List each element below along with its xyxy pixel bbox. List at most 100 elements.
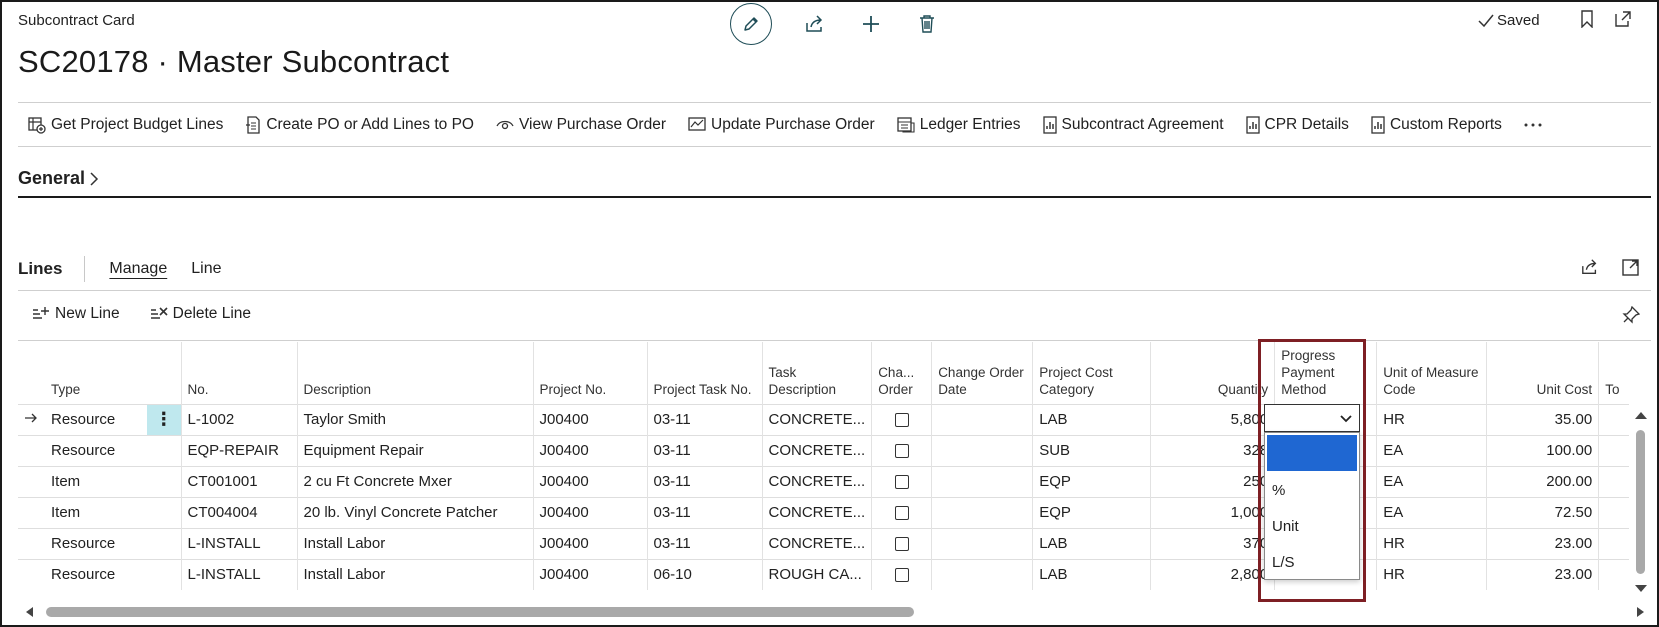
col-change-order[interactable]: Cha... Order: [871, 342, 932, 404]
table-row[interactable]: Resource L-INSTALL Install Labor J00400 06-1…: [18, 558, 1629, 590]
cell-quantity[interactable]: 2,800: [1150, 558, 1275, 590]
cell-no[interactable]: CT001001: [180, 465, 297, 497]
cell-description[interactable]: Equipment Repair: [296, 434, 533, 466]
scroll-up-arrow-icon[interactable]: [1634, 410, 1648, 420]
cell-unit-cost[interactable]: 35.00: [1486, 403, 1599, 435]
cell-project-task-no[interactable]: 03-11: [646, 403, 762, 435]
row-menu-button[interactable]: [147, 527, 181, 559]
action-ledger-entries[interactable]: Ledger Entries: [897, 116, 1021, 134]
progress-payment-method-select[interactable]: [1264, 404, 1360, 432]
horizontal-scrollbar-thumb[interactable]: [46, 607, 914, 617]
row-menu-button[interactable]: [147, 496, 181, 528]
cell-task-description[interactable]: CONCRETE...: [761, 496, 872, 528]
cell-project-cost-category[interactable]: EQP: [1032, 496, 1151, 528]
col-no[interactable]: No.: [180, 342, 297, 404]
cell-unit-of-measure-code[interactable]: EA: [1376, 465, 1487, 497]
action-get-project-budget-lines[interactable]: Get Project Budget Lines: [28, 116, 223, 134]
cell-project-cost-category[interactable]: LAB: [1032, 527, 1151, 559]
change-order-checkbox[interactable]: [894, 568, 909, 583]
col-project-task-no[interactable]: Project Task No.: [646, 342, 762, 404]
col-type[interactable]: Type: [51, 381, 81, 397]
cell-project-no[interactable]: J00400: [532, 403, 647, 435]
col-unit-cost[interactable]: Unit Cost: [1486, 342, 1599, 404]
change-order-checkbox[interactable]: [894, 444, 909, 459]
cell-no[interactable]: L-INSTALL: [180, 558, 297, 590]
open-new-window-icon[interactable]: [1614, 10, 1632, 28]
cell-project-task-no[interactable]: 03-11: [646, 527, 762, 559]
cell-task-description[interactable]: CONCRETE...: [761, 527, 872, 559]
cell-quantity[interactable]: 370: [1150, 527, 1275, 559]
cell-project-no[interactable]: J00400: [532, 465, 647, 497]
cell-description[interactable]: Install Labor: [296, 527, 533, 559]
cell-description[interactable]: Taylor Smith: [296, 403, 533, 435]
cell-project-task-no[interactable]: 03-11: [646, 434, 762, 466]
cell-project-cost-category[interactable]: LAB: [1032, 558, 1151, 590]
delete-button[interactable]: [914, 11, 940, 37]
col-unit-of-measure-code[interactable]: Unit of Measure Code: [1376, 342, 1487, 404]
more-actions-button[interactable]: [1524, 123, 1542, 127]
change-order-checkbox[interactable]: [894, 413, 909, 428]
cell-description[interactable]: 20 lb. Vinyl Concrete Patcher: [296, 496, 533, 528]
cell-no[interactable]: EQP-REPAIR: [180, 434, 297, 466]
cell-quantity[interactable]: 250: [1150, 465, 1275, 497]
row-menu-button[interactable]: [147, 465, 181, 497]
cell-unit-cost[interactable]: 100.00: [1486, 434, 1599, 466]
col-project-no[interactable]: Project No.: [532, 342, 647, 404]
cell-no[interactable]: L-INSTALL: [180, 527, 297, 559]
cell-description[interactable]: 2 cu Ft Concrete Mxer: [296, 465, 533, 497]
new-button[interactable]: [858, 11, 884, 37]
cell-project-no[interactable]: J00400: [532, 527, 647, 559]
row-menu-button[interactable]: [147, 558, 181, 590]
cell-task-description[interactable]: ROUGH CA...: [761, 558, 872, 590]
cell-change-order-date[interactable]: [931, 496, 1033, 528]
delete-line-button[interactable]: Delete Line: [150, 305, 251, 323]
cell-unit-of-measure-code[interactable]: HR: [1376, 403, 1487, 435]
cell-change-order-date[interactable]: [931, 434, 1033, 466]
dropdown-option[interactable]: Unit: [1272, 518, 1299, 535]
share-icon[interactable]: [1580, 258, 1600, 276]
cell-unit-of-measure-code[interactable]: HR: [1376, 558, 1487, 590]
action-update-purchase-order[interactable]: Update Purchase Order: [688, 116, 875, 134]
cell-task-description[interactable]: CONCRETE...: [761, 434, 872, 466]
cell-unit-cost[interactable]: 72.50: [1486, 496, 1599, 528]
change-order-checkbox[interactable]: [894, 506, 909, 521]
table-row[interactable]: Item CT001001 2 cu Ft Concrete Mxer J00400 0…: [18, 465, 1629, 497]
col-description[interactable]: Description: [296, 342, 533, 404]
cell-change-order-date[interactable]: [931, 403, 1033, 435]
action-custom-reports[interactable]: Custom Reports: [1371, 116, 1502, 134]
cell-project-no[interactable]: J00400: [532, 434, 647, 466]
cell-project-cost-category[interactable]: LAB: [1032, 403, 1151, 435]
change-order-checkbox[interactable]: [894, 475, 909, 490]
cell-unit-of-measure-code[interactable]: EA: [1376, 496, 1487, 528]
cell-change-order-date[interactable]: [931, 527, 1033, 559]
new-line-button[interactable]: New Line: [32, 305, 120, 323]
action-cpr-details[interactable]: CPR Details: [1245, 116, 1349, 134]
table-row[interactable]: Resource ⋮ L-1002 Taylor Smith J00400 03-11 CO…: [18, 403, 1629, 435]
bookmark-icon[interactable]: [1580, 10, 1594, 28]
action-subcontract-agreement[interactable]: Subcontract Agreement: [1042, 116, 1224, 134]
cell-project-task-no[interactable]: 06-10: [646, 558, 762, 590]
cell-task-description[interactable]: CONCRETE...: [761, 465, 872, 497]
row-menu-button[interactable]: [147, 434, 181, 466]
cell-project-no[interactable]: J00400: [532, 558, 647, 590]
dropdown-option[interactable]: [1267, 435, 1357, 471]
pin-icon[interactable]: [1622, 306, 1640, 324]
scroll-down-arrow-icon[interactable]: [1634, 584, 1648, 594]
col-change-order-date[interactable]: Change Order Date: [931, 342, 1033, 404]
cell-unit-of-measure-code[interactable]: HR: [1376, 527, 1487, 559]
cell-project-cost-category[interactable]: EQP: [1032, 465, 1151, 497]
table-row[interactable]: Resource L-INSTALL Install Labor J00400 03-1…: [18, 527, 1629, 559]
cell-quantity[interactable]: 5,800: [1150, 403, 1275, 435]
cell-project-no[interactable]: J00400: [532, 496, 647, 528]
table-row[interactable]: Resource EQP-REPAIR Equipment Repair J00400…: [18, 434, 1629, 466]
row-menu-button[interactable]: ⋮: [147, 403, 181, 435]
change-order-checkbox[interactable]: [894, 537, 909, 552]
cell-description[interactable]: Install Labor: [296, 558, 533, 590]
edit-button[interactable]: [730, 3, 772, 45]
col-progress-payment-method[interactable]: Progress Payment Method: [1274, 342, 1377, 404]
col-task-description[interactable]: Task Description: [761, 342, 872, 404]
scroll-left-arrow-icon[interactable]: [24, 606, 34, 618]
cell-project-task-no[interactable]: 03-11: [646, 496, 762, 528]
dropdown-option[interactable]: %: [1272, 482, 1286, 499]
col-project-cost-category[interactable]: Project Cost Category: [1032, 342, 1151, 404]
